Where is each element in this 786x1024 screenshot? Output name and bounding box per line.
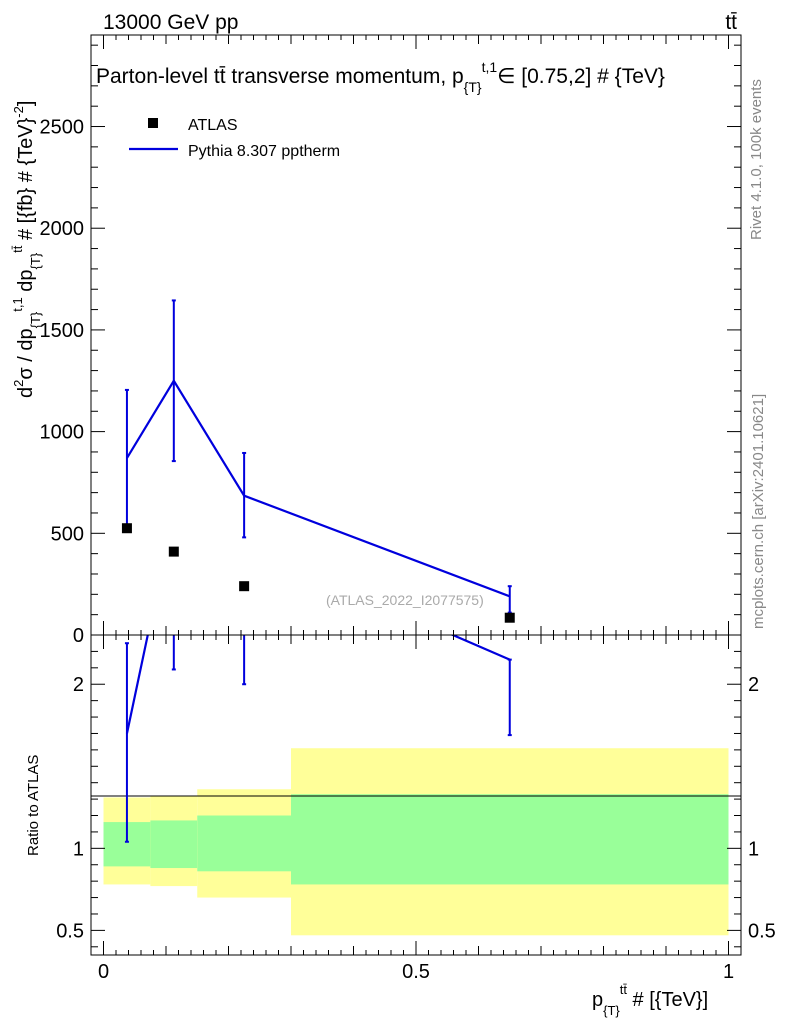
- y-tick-label: 0: [73, 625, 84, 647]
- final-state-label: tt̄: [725, 11, 737, 34]
- y-tick-label: 500: [51, 523, 84, 545]
- legend-marker-atlas: [148, 118, 158, 128]
- ratio-y-tick-label-right: 0.5: [748, 920, 776, 942]
- analysis-watermark: (ATLAS_2022_I2077575): [326, 592, 484, 608]
- ratio-band-inner: [150, 820, 198, 869]
- ratio-y-tick-label: 1: [73, 838, 84, 860]
- y-tick-label: 1000: [40, 422, 85, 444]
- ratio-band-inner: [197, 815, 291, 872]
- x-tick-label: 0: [98, 961, 109, 983]
- plot-title: Parton-level tt̄ transverse momentum, p{…: [96, 59, 665, 95]
- mcplots-label: mcplots.cern.ch [arXiv:2401.10621]: [750, 394, 767, 629]
- legend-label-pythia: Pythia 8.307 pptherm: [188, 143, 340, 160]
- axes: 0 0.5 1 0 500 1000 1500 2000 2500 0.5 0.5 1 1 2 2: [40, 35, 776, 983]
- y-axis-label-main: d2σ / dp{T}t,1 dp{T}tt̄ # [{fb} # {TeV}-…: [10, 101, 43, 398]
- atlas-data-point: [504, 612, 515, 623]
- ratio-panel-marks: [124, 635, 512, 843]
- legend-label-atlas: ATLAS: [188, 117, 238, 134]
- atlas-data-point: [121, 523, 132, 534]
- process-label: 13000 GeV pp: [103, 11, 238, 34]
- ratio-y-tick-label: 2: [73, 674, 84, 696]
- pythia-series-line: [125, 378, 511, 598]
- y-tick-label: 2500: [40, 117, 85, 139]
- y-tick-label: 1500: [40, 320, 85, 342]
- ratio-band-inner: [291, 794, 729, 885]
- x-tick-label: 0.5: [402, 961, 430, 983]
- legend: ATLAS Pythia 8.307 pptherm: [129, 117, 340, 160]
- ratio-uncertainty-bands: [103, 748, 729, 936]
- ratio-y-tick-label-right: 1: [748, 838, 759, 860]
- atlas-data-point: [239, 581, 250, 592]
- atlas-data-point: [168, 546, 179, 557]
- x-axis-label: p{T}tt̄ # [{TeV}]: [592, 982, 708, 1018]
- rivet-version-label: Rivet 4.1.0, 100k events: [748, 79, 765, 240]
- x-tick-label: 1: [723, 961, 734, 983]
- ratio-y-tick-label: 0.5: [56, 920, 84, 942]
- y-tick-label: 2000: [40, 218, 85, 240]
- main-panel-marks: [121, 299, 515, 623]
- y-axis-label-ratio: Ratio to ATLAS: [25, 755, 42, 856]
- pythia-ratio-line: [125, 635, 511, 734]
- ratio-y-tick-label-right: 2: [748, 674, 759, 696]
